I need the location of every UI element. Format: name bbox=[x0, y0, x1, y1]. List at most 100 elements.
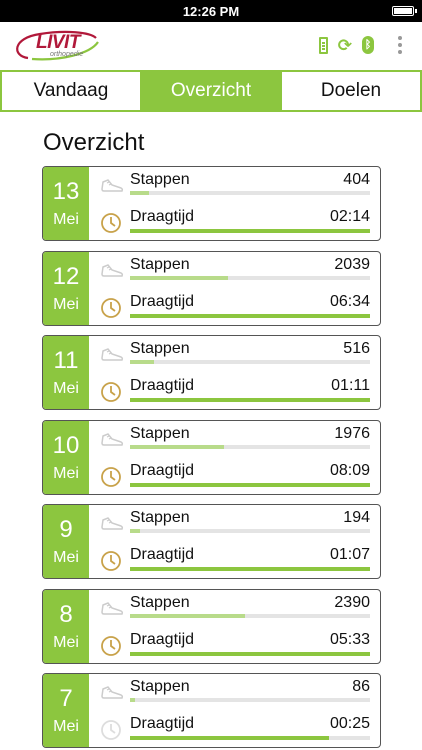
wear-time-label: Draagtijd bbox=[130, 630, 195, 648]
steps-label: Stappen bbox=[130, 340, 190, 357]
sync-icon[interactable]: ⟳ bbox=[337, 35, 352, 55]
clock-icon bbox=[101, 720, 121, 740]
page-title: Overzicht bbox=[43, 129, 145, 156]
wear-time-label: Draagtijd bbox=[130, 208, 195, 225]
clock-icon bbox=[101, 551, 121, 571]
steps-progress-bar bbox=[130, 275, 370, 280]
shoe-icon bbox=[101, 601, 124, 615]
steps-label: Stappen bbox=[130, 593, 190, 611]
bluetooth-icon[interactable]: ᛒ bbox=[362, 36, 374, 54]
steps-value: 2039 bbox=[334, 255, 370, 273]
day-card[interactable]: 8 Mei Stappen 2390 Draagtijd 05:33 bbox=[42, 588, 381, 664]
steps-progress-bar bbox=[130, 529, 370, 533]
day-card[interactable]: 13 Mei Stappen 404 Draagtijd 02:14 bbox=[42, 166, 381, 241]
steps-progress-bar bbox=[130, 613, 370, 618]
wear-time-progress-bar bbox=[130, 398, 370, 402]
tab-bar: Vandaag Overzicht Doelen bbox=[0, 70, 422, 112]
month-label: Mei bbox=[53, 295, 79, 313]
steps-label: Stappen bbox=[130, 255, 190, 273]
date-box: 7 Mei bbox=[43, 674, 89, 747]
steps-value: 404 bbox=[343, 171, 370, 188]
day-number: 13 bbox=[52, 178, 80, 205]
clock-icon bbox=[101, 297, 121, 318]
wear-time-label: Draagtijd bbox=[130, 546, 195, 563]
wear-time-progress-bar bbox=[130, 651, 370, 656]
logo-subtext: orthopedie bbox=[50, 51, 84, 58]
wear-time-value: 08:09 bbox=[329, 461, 370, 479]
month-label: Mei bbox=[53, 633, 79, 651]
shoe-icon bbox=[101, 348, 124, 361]
day-number: 10 bbox=[52, 431, 80, 459]
wear-time-label: Draagtijd bbox=[130, 377, 195, 394]
clock-icon bbox=[101, 213, 121, 233]
day-number: 7 bbox=[59, 685, 73, 712]
steps-value: 2390 bbox=[334, 593, 370, 611]
day-card[interactable]: 12 Mei Stappen 2039 Draagtijd 06:34 bbox=[42, 250, 381, 326]
steps-progress-bar bbox=[130, 360, 370, 364]
wear-time-value: 05:33 bbox=[329, 630, 370, 648]
date-box: 12 Mei bbox=[43, 251, 89, 325]
steps-label: Stappen bbox=[130, 424, 190, 442]
steps-value: 194 bbox=[343, 509, 370, 526]
steps-progress-bar bbox=[130, 191, 370, 195]
wear-time-label: Draagtijd bbox=[130, 292, 195, 310]
steps-value: 1976 bbox=[334, 424, 370, 442]
clock-icon bbox=[101, 635, 121, 656]
month-label: Mei bbox=[53, 380, 79, 397]
shoe-icon bbox=[101, 263, 124, 277]
day-number: 12 bbox=[52, 262, 80, 290]
battery-status-icon bbox=[392, 6, 417, 16]
steps-progress-bar bbox=[130, 444, 370, 449]
wear-time-progress-bar bbox=[130, 567, 370, 571]
month-label: Mei bbox=[53, 464, 79, 482]
overflow-menu-icon[interactable] bbox=[398, 36, 402, 54]
date-box: 9 Mei bbox=[43, 505, 89, 578]
month-label: Mei bbox=[53, 718, 79, 735]
date-box: 10 Mei bbox=[43, 420, 89, 494]
clock-icon bbox=[101, 466, 121, 487]
shoe-icon bbox=[101, 517, 124, 530]
date-box: 13 Mei bbox=[43, 167, 89, 240]
steps-label: Stappen bbox=[130, 678, 190, 695]
steps-value: 516 bbox=[343, 340, 370, 357]
wear-time-progress-bar bbox=[130, 229, 370, 233]
wear-time-progress-bar bbox=[130, 736, 370, 740]
clock-icon bbox=[101, 382, 121, 402]
wear-time-progress-bar bbox=[130, 482, 370, 487]
status-bar: 12:26 PM bbox=[0, 0, 422, 22]
logo-text: LIVIT bbox=[36, 32, 80, 53]
tab-vandaag[interactable]: Vandaag bbox=[2, 72, 142, 110]
date-box: 8 Mei bbox=[43, 589, 89, 663]
day-card[interactable]: 9 Mei Stappen 194 Draagtijd 01:07 bbox=[42, 504, 381, 579]
day-number: 11 bbox=[53, 347, 79, 374]
wear-time-value: 01:11 bbox=[331, 377, 370, 394]
steps-value: 86 bbox=[352, 678, 370, 695]
shoe-icon bbox=[101, 179, 124, 192]
shoe-icon bbox=[101, 432, 124, 446]
day-card[interactable]: 10 Mei Stappen 1976 Draagtijd 08:09 bbox=[42, 419, 381, 495]
month-label: Mei bbox=[53, 549, 79, 566]
wear-time-value: 01:07 bbox=[329, 546, 370, 563]
wear-time-progress-bar bbox=[130, 313, 370, 318]
steps-label: Stappen bbox=[130, 509, 190, 526]
wear-time-value: 06:34 bbox=[329, 292, 370, 310]
battery-icon bbox=[318, 36, 328, 54]
day-number: 8 bbox=[59, 600, 73, 628]
status-time: 12:26 PM bbox=[182, 4, 240, 19]
day-number: 9 bbox=[59, 516, 73, 543]
day-list: 13 Mei Stappen 404 Draagtijd 02:14 12 Me… bbox=[42, 166, 381, 750]
steps-progress-bar bbox=[130, 698, 370, 702]
tab-overzicht[interactable]: Overzicht bbox=[142, 72, 282, 110]
tab-doelen[interactable]: Doelen bbox=[282, 72, 420, 110]
day-card[interactable]: 11 Mei Stappen 516 Draagtijd 01:11 bbox=[42, 335, 381, 410]
date-box: 11 Mei bbox=[43, 336, 89, 409]
wear-time-label: Draagtijd bbox=[130, 461, 195, 479]
month-label: Mei bbox=[53, 211, 79, 228]
day-card[interactable]: 7 Mei Stappen 86 Draagtijd 00:25 bbox=[42, 673, 381, 748]
livit-logo: LIVIT orthopedie bbox=[10, 28, 100, 64]
shoe-icon bbox=[101, 686, 124, 699]
wear-time-value: 02:14 bbox=[329, 208, 370, 225]
wear-time-label: Draagtijd bbox=[130, 715, 195, 732]
steps-label: Stappen bbox=[130, 171, 190, 188]
wear-time-value: 00:25 bbox=[329, 715, 370, 732]
